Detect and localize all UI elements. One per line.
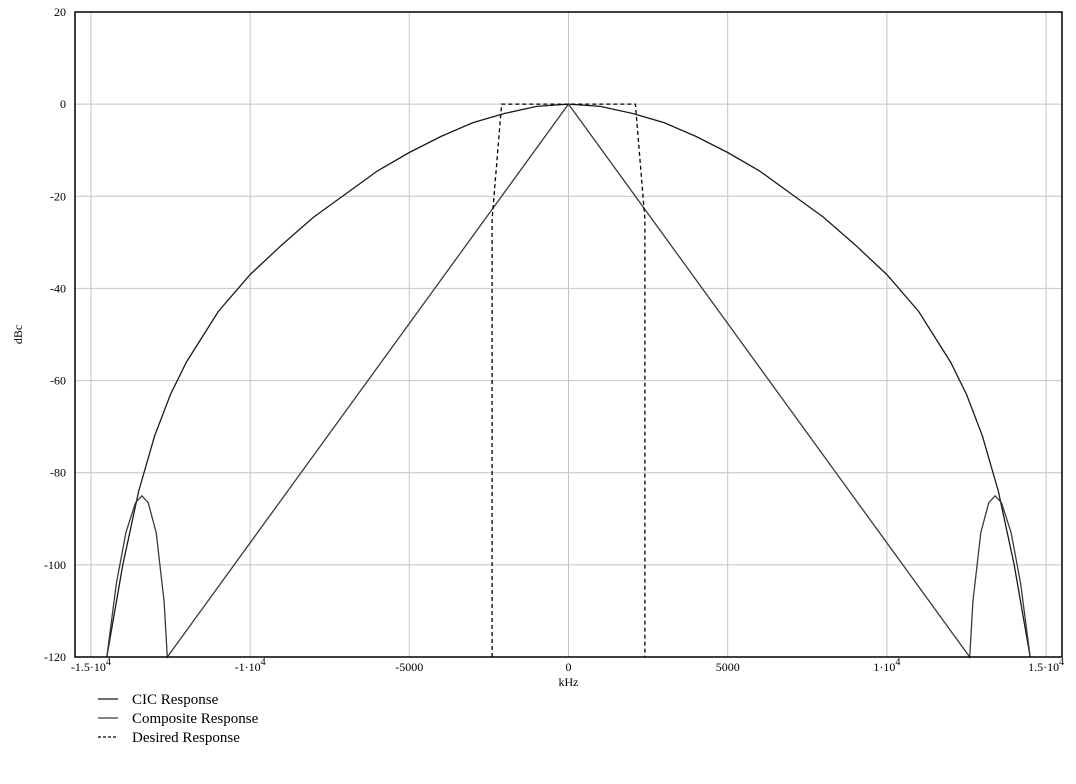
x-axis-title: kHz <box>559 675 579 689</box>
plot-frame <box>74 11 1063 658</box>
y-tick-label: 0 <box>60 97 66 111</box>
series-line-3 <box>491 103 646 657</box>
legend-label: CIC Response <box>132 692 219 708</box>
x-tick-label: 0 <box>566 660 572 674</box>
x-tick-label: 1·104 <box>873 657 900 674</box>
tick-labels: -1.5·104 -1·104 -5000 0 5000 1·104 1.5·104 20 0 -… <box>44 5 1064 674</box>
y-tick-label: -100 <box>44 558 66 572</box>
x-tick-label: -5000 <box>395 660 423 674</box>
x-tick-label: 5000 <box>716 660 740 674</box>
series-group <box>106 102 1031 659</box>
x-tick-label: 1.5·104 <box>1028 657 1064 674</box>
y-tick-label: -20 <box>50 189 66 203</box>
legend: CIC Response Composite Response Desired Re… <box>98 692 259 746</box>
y-tick-label: 20 <box>54 5 66 19</box>
y-tick-label: -60 <box>50 374 66 388</box>
legend-label: Desired Response <box>132 730 240 746</box>
y-tick-label: -120 <box>44 650 66 664</box>
legend-label: Composite Response <box>132 711 259 727</box>
x-tick-label: -1.5·104 <box>71 657 111 674</box>
y-axis-title: dBc <box>11 325 25 344</box>
series-line-2 <box>106 102 1031 659</box>
y-tick-label: -40 <box>50 281 66 295</box>
x-tick-label: -1·104 <box>235 657 266 674</box>
grid <box>75 11 1062 658</box>
y-tick-label: -80 <box>50 466 66 480</box>
